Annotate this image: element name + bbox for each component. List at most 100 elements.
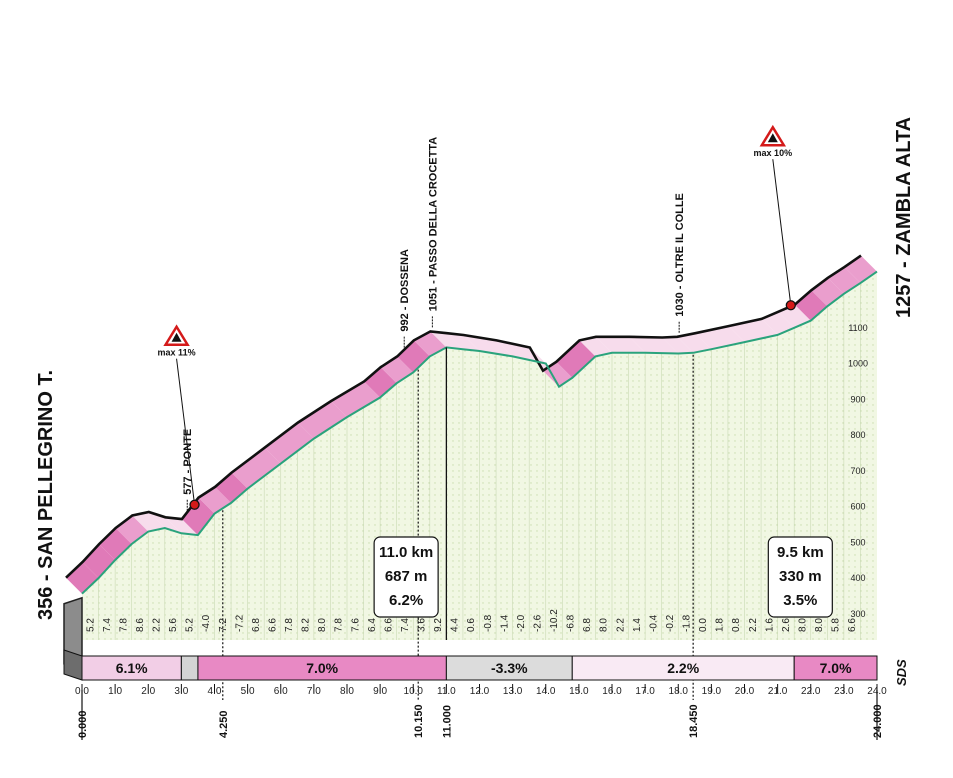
gradient-segment: [180, 655, 199, 681]
gradient-value-label: -4.0: [201, 614, 212, 632]
gradient-value-label: -0.8: [483, 614, 494, 632]
max-grade-leader: [176, 358, 196, 505]
gradient-value-label: 2.2: [152, 618, 163, 632]
gradient-value-label: 0.8: [731, 618, 742, 632]
gradient-segment: [445, 655, 573, 681]
profile-ground-line: [81, 270, 878, 595]
profile-ribbon-segment: [579, 336, 612, 357]
gradient-value-label: 8.0: [599, 618, 610, 632]
max-grade-point: [785, 300, 796, 311]
gradient-value-label: 5.2: [85, 618, 96, 632]
km-tick-label: 13.0: [503, 686, 523, 697]
gradient-value-label: -7.2: [234, 614, 245, 632]
distance-marker-label: 10.150: [413, 704, 425, 738]
climb-summary-line: 330 m: [779, 568, 822, 585]
profile-ribbon-segment: [463, 334, 513, 357]
gradient-segment-label: -3.3%: [491, 660, 528, 676]
distance-marker-label: 18.450: [688, 704, 700, 738]
profile-ribbon-segment: [761, 311, 795, 335]
km-tick-label: 14.0: [536, 686, 556, 697]
km-tick-label: 1.0: [108, 686, 122, 697]
km-tick-label: 10.0: [404, 686, 424, 697]
climb-summary-line: 687 m: [385, 568, 428, 585]
profile-ribbon-segment: [331, 381, 381, 418]
profile-ribbon-segment: [66, 562, 99, 594]
gradient-value-label: 4.4: [450, 618, 461, 632]
gradient-segment-label: 7.0%: [820, 660, 852, 676]
gradient-value-label: 8.0: [814, 618, 825, 632]
max-grade-label: max 11%: [158, 348, 196, 358]
km-tick-label: 20.0: [735, 686, 755, 697]
max-grade-label: max 10%: [754, 148, 793, 158]
km-tick-label: 18.0: [669, 686, 689, 697]
climb-summary-box: [767, 536, 833, 618]
max-grade-warning-glyph: [767, 133, 778, 143]
km-tick-label: 16.0: [602, 686, 622, 697]
gradient-value-label: 5.6: [168, 618, 179, 632]
max-grade-warning-glyph: [171, 332, 182, 342]
profile-ribbon-segment: [99, 528, 132, 561]
gradient-value-label: 1.6: [764, 618, 775, 632]
profile-ribbon-segment: [446, 333, 480, 351]
gradient-value-label: -1.4: [499, 614, 510, 632]
km-tick-label: 2.0: [141, 686, 155, 697]
elevation-tick-label: 500: [850, 537, 865, 547]
elevation-tick-label: 800: [850, 430, 865, 440]
gradient-value-label: 1.4: [632, 618, 643, 632]
profile-ribbon-segment: [148, 511, 182, 534]
waypoint-label: 1030 - OLTRE IL COLLE: [674, 193, 686, 317]
km-tick-label: 7.0: [307, 686, 321, 697]
km-tick-label: 11.0: [437, 686, 456, 697]
km-tick-label: 21.0: [768, 686, 788, 697]
profile-ribbon-segment: [181, 497, 215, 536]
gradient-value-label: 5.8: [831, 618, 842, 632]
max-grade-leader: [772, 159, 792, 306]
profile-ribbon-segment: [264, 422, 314, 464]
elevation-tick-label: 1000: [848, 359, 868, 369]
gradient-segment: [197, 655, 447, 681]
profile-ribbon-segment: [430, 331, 463, 350]
gradient-value-label: 7.8: [334, 618, 345, 632]
gradient-value-label: 8.0: [797, 618, 808, 632]
km-tick-label: 8.0: [340, 686, 354, 697]
gradient-segment: [571, 655, 795, 681]
km-tick-label: 17.0: [635, 686, 655, 697]
km-tick-label: 6.0: [274, 686, 288, 697]
gradient-value-label: 2.2: [748, 618, 759, 632]
gradient-value-label: 0.0: [698, 618, 709, 632]
sds-logo: SDS: [894, 659, 909, 686]
waypoint-label: 992 - DOSSENA: [399, 249, 411, 332]
gradient-value-label: 7.2: [218, 618, 229, 632]
km-tick-label: 22.0: [801, 686, 821, 697]
gradient-value-label: 6.6: [847, 618, 858, 632]
gradient-value-label: -10.2: [549, 609, 560, 632]
profile-ribbon-segment: [413, 331, 447, 357]
gradient-value-label: 1.8: [715, 618, 726, 632]
climb-summary-line: 3.5%: [783, 592, 817, 609]
km-tick-label: 19.0: [702, 686, 722, 697]
gradient-value-label: 8.0: [317, 618, 328, 632]
profile-ribbon-segment: [231, 447, 281, 489]
gradient-value-label: 0.6: [466, 618, 477, 632]
profile-ribbon-segment: [397, 340, 430, 373]
profile-top-edge: [65, 254, 862, 579]
gradient-value-label: 8.6: [135, 618, 146, 632]
gradient-value-label: 7.8: [118, 618, 129, 632]
gradient-value-label: 7.8: [284, 618, 295, 632]
gradient-value-label: -1.8: [682, 614, 693, 632]
gradient-value-label: -0.2: [665, 614, 676, 632]
gradient-segment: [81, 655, 182, 681]
climb-summary-line: 9.5 km: [777, 544, 824, 561]
gradient-value-label: 5.2: [185, 618, 196, 632]
gradient-value-label: -0.4: [648, 614, 659, 632]
gradient-value-label: 6.8: [251, 618, 262, 632]
gradient-value-label: 6.6: [383, 618, 394, 632]
profile-ribbon-segment: [596, 336, 646, 353]
gradient-value-label: -2.0: [516, 614, 527, 632]
gradient-value-label: 3.6: [417, 618, 428, 632]
profile-ribbon-segment: [496, 340, 546, 364]
km-tick-label: 12.0: [470, 686, 490, 697]
profile-ribbon-segment: [132, 511, 165, 532]
gradient-value-label: 6.4: [367, 618, 378, 632]
profile-ribbon-segment: [778, 304, 811, 328]
